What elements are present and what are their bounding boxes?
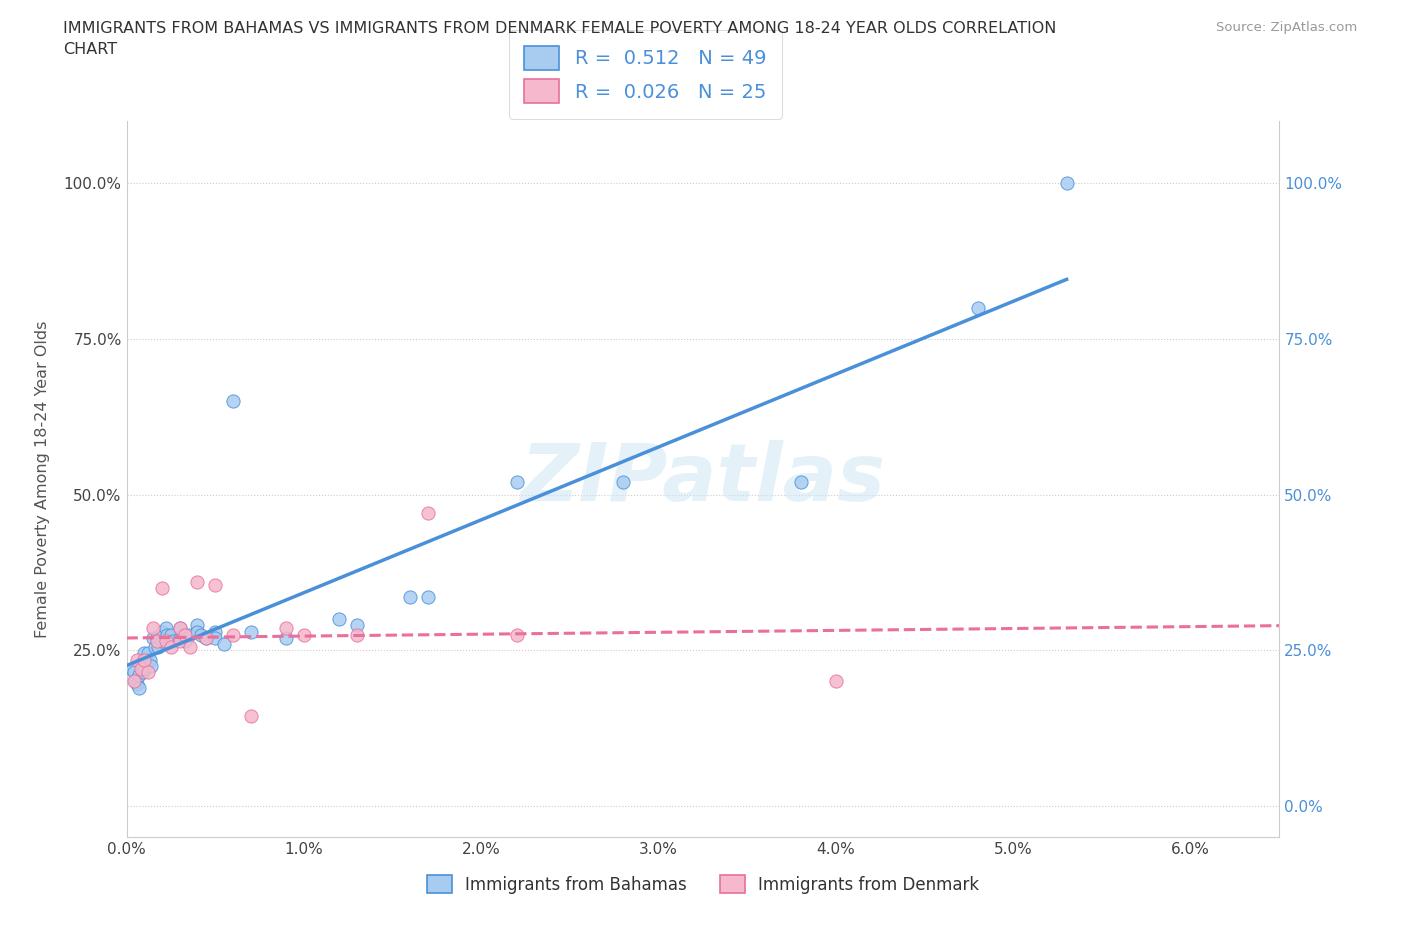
Point (127, 677, 149, 692)
Point (506, 627, 529, 642)
Point (138, 652, 160, 667)
Point (148, 640, 170, 655)
Point (150, 580, 173, 595)
Point (142, 631, 165, 645)
Point (328, 612, 350, 627)
Point (186, 624, 208, 639)
Point (195, 631, 218, 645)
Point (157, 633, 180, 648)
Text: IMMIGRANTS FROM BAHAMAS VS IMMIGRANTS FROM DENMARK FEMALE POVERTY AMONG 18-24 YE: IMMIGRANTS FROM BAHAMAS VS IMMIGRANTS FR… (63, 21, 1057, 36)
Point (121, 661, 143, 676)
Point (186, 574, 208, 589)
Point (204, 624, 226, 639)
Point (128, 680, 150, 695)
Point (134, 652, 156, 667)
Point (346, 627, 368, 642)
Point (129, 661, 152, 676)
Point (134, 645, 156, 660)
Point (160, 627, 183, 642)
Point (124, 674, 146, 689)
Point (128, 668, 150, 683)
Point (172, 627, 194, 642)
Point (160, 640, 183, 655)
Point (239, 708, 262, 723)
Y-axis label: Female Poverty Among 18-24 Year Olds: Female Poverty Among 18-24 Year Olds (35, 320, 49, 638)
Point (169, 621, 191, 636)
Point (169, 621, 191, 636)
Text: CHART: CHART (63, 42, 117, 57)
Point (204, 578, 226, 592)
Point (155, 633, 177, 648)
Point (177, 627, 200, 642)
Point (212, 636, 235, 651)
Point (136, 665, 159, 680)
Point (789, 474, 811, 489)
Point (142, 621, 165, 636)
Point (825, 674, 848, 689)
Point (222, 393, 245, 408)
Point (1056, 176, 1078, 191)
Point (612, 474, 634, 489)
Point (292, 627, 315, 642)
Point (143, 640, 166, 655)
Point (150, 633, 173, 648)
Point (399, 590, 422, 604)
Point (346, 618, 368, 632)
Point (967, 300, 990, 315)
Point (195, 631, 218, 645)
Point (416, 590, 439, 604)
Legend: Immigrants from Bahamas, Immigrants from Denmark: Immigrants from Bahamas, Immigrants from… (420, 869, 986, 900)
Point (174, 633, 197, 648)
Point (136, 645, 159, 660)
Point (506, 474, 529, 489)
Point (174, 627, 197, 642)
Point (129, 656, 152, 671)
Point (145, 633, 167, 648)
Point (162, 633, 184, 648)
Point (122, 674, 145, 689)
Point (186, 618, 208, 632)
Point (276, 631, 298, 645)
Point (150, 624, 173, 639)
Point (169, 633, 191, 648)
Point (145, 631, 167, 645)
Point (190, 627, 212, 642)
Point (169, 631, 191, 645)
Point (122, 665, 145, 680)
Point (156, 627, 179, 642)
Text: ZIPatlas: ZIPatlas (520, 440, 886, 518)
Point (204, 631, 226, 645)
Point (131, 665, 153, 680)
Point (222, 627, 245, 642)
Point (134, 661, 156, 676)
Point (179, 640, 201, 655)
Point (416, 506, 439, 521)
Point (276, 621, 298, 636)
Point (155, 621, 177, 636)
Point (141, 658, 163, 673)
Point (239, 624, 262, 639)
Point (134, 652, 156, 667)
Point (127, 652, 149, 667)
Text: Source: ZipAtlas.com: Source: ZipAtlas.com (1216, 21, 1357, 34)
